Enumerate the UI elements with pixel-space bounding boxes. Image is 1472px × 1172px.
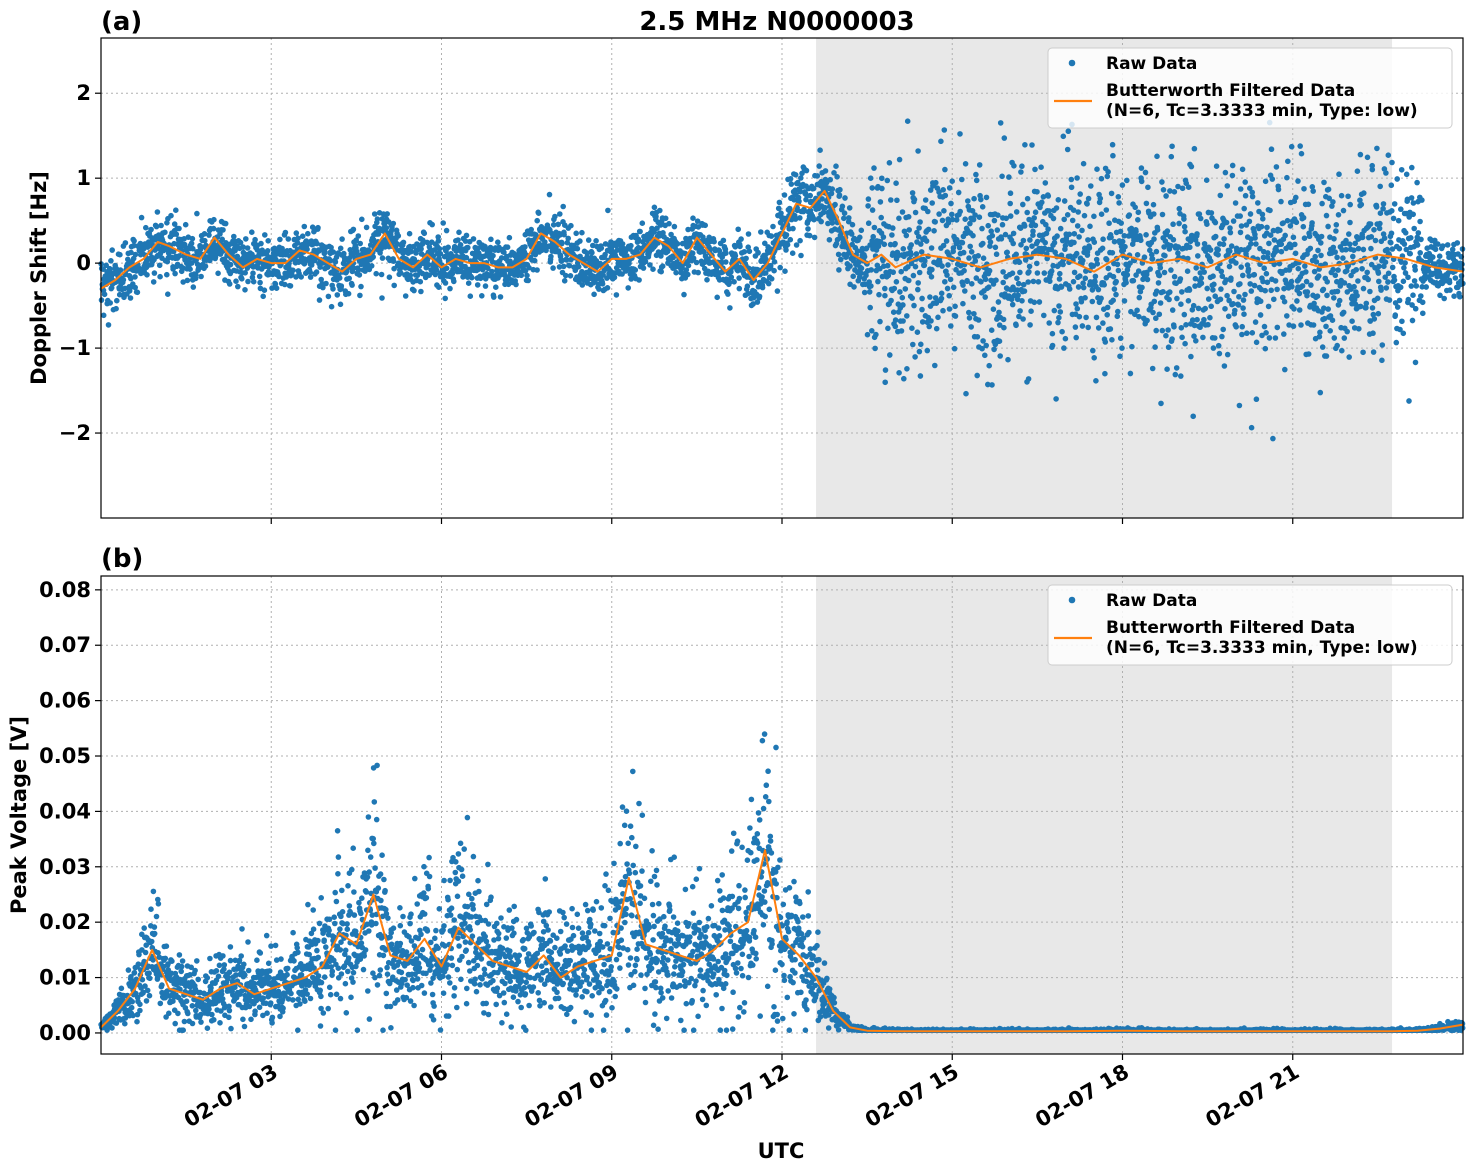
- panel-a-label: (a): [101, 7, 142, 37]
- panel-b-label: (b): [101, 544, 143, 574]
- legend-raw-marker: [1068, 59, 1076, 67]
- y-tick-label: 0.04: [39, 799, 91, 823]
- panel-a: (a) 2 1 0 −1 −2 Doppler Shift [Hz] Raw Data …: [27, 7, 1466, 524]
- legend-raw-marker: [1068, 596, 1076, 604]
- x-axis-label: UTC: [758, 1139, 805, 1163]
- panel-a-filtered-line: [100, 189, 1464, 290]
- x-tick-label: 02-07 21: [1201, 1060, 1303, 1133]
- legend-frame: [1047, 584, 1453, 666]
- y-tick-label: −2: [59, 421, 91, 445]
- y-tick-label: 0.06: [39, 689, 91, 713]
- panel-a-x-ticks: [270, 518, 1294, 524]
- x-tick-label: 02-07 09: [520, 1060, 622, 1133]
- y-tick-label: 0.01: [39, 966, 91, 990]
- legend-filtered-label-line2: (N=6, Tc=3.3333 min, Type: low): [1106, 101, 1418, 121]
- legend-filtered-label-line1: Butterworth Filtered Data: [1106, 618, 1355, 638]
- panel-b-legend: Raw Data Butterworth Filtered Data (N=6,…: [1047, 584, 1453, 666]
- x-tick-label: 02-07 06: [350, 1060, 452, 1133]
- panel-a-y-axis-label: Doppler Shift [Hz]: [27, 171, 51, 385]
- y-tick-label: 0.03: [39, 855, 91, 879]
- chart-title: 2.5 MHz N0000003: [639, 7, 914, 37]
- y-tick-label: 0.08: [39, 578, 91, 602]
- y-tick-label: 0.02: [39, 910, 91, 934]
- panel-a-legend: Raw Data Butterworth Filtered Data (N=6,…: [1047, 47, 1453, 129]
- panel-b-filtered-line: [100, 849, 1464, 1033]
- raw-data-points: [98, 731, 1466, 1034]
- panel-b-y-ticks: 0.08 0.07 0.06 0.05 0.04 0.03 0.02 0.01 0.00: [39, 578, 101, 1045]
- y-tick-label: 0.05: [39, 744, 91, 768]
- filtered-data-line: [100, 189, 1464, 290]
- legend-filtered-label-line2: (N=6, Tc=3.3333 min, Type: low): [1106, 638, 1418, 658]
- panel-b-x-ticks: 02-07 03 02-07 06 02-07 09 02-07 12 02-07 15…: [180, 1054, 1303, 1132]
- legend-raw-label: Raw Data: [1106, 54, 1197, 74]
- panel-a-y-ticks: 2 1 0 −1 −2: [59, 81, 101, 445]
- legend-filtered-label-line1: Butterworth Filtered Data: [1106, 81, 1355, 101]
- panel-b: (b) 0.08 0.07 0.06 0.05 0.04 0.03 0.02 0.01 0.00…: [7, 544, 1466, 1163]
- panel-b-y-axis-label: Peak Voltage [V]: [7, 716, 31, 914]
- y-tick-label: 1: [76, 166, 91, 190]
- y-tick-label: 0.00: [39, 1021, 91, 1045]
- y-tick-label: 2: [76, 81, 91, 105]
- x-tick-label: 02-07 03: [180, 1060, 282, 1133]
- filtered-data-line: [100, 849, 1464, 1033]
- legend-raw-label: Raw Data: [1106, 591, 1197, 611]
- x-tick-label: 02-07 18: [1031, 1060, 1133, 1133]
- y-tick-label: −1: [59, 336, 91, 360]
- panel-b-raw-data: [98, 731, 1466, 1034]
- x-tick-label: 02-07 15: [861, 1060, 963, 1133]
- legend-frame: [1047, 47, 1453, 129]
- x-tick-label: 02-07 12: [691, 1060, 793, 1133]
- y-tick-label: 0.07: [39, 633, 91, 657]
- y-tick-label: 0: [76, 251, 91, 275]
